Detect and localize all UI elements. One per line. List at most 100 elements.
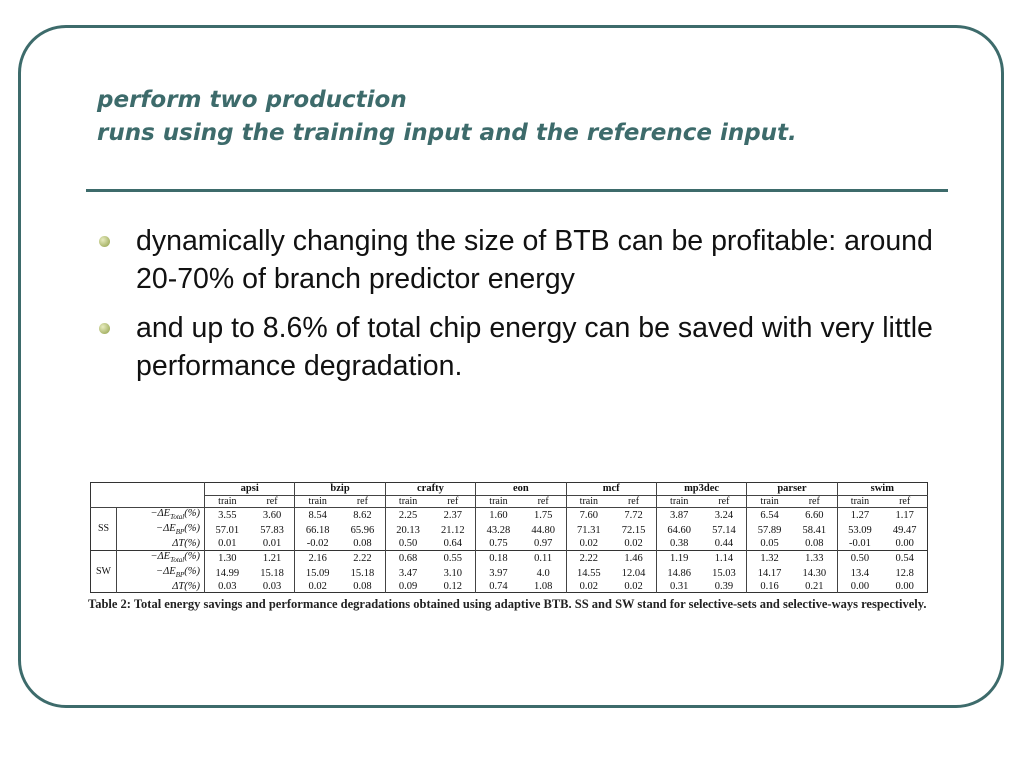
metric-label: ΔT(%) bbox=[116, 580, 205, 593]
subcolumn-header: ref bbox=[611, 495, 657, 508]
bullet-list: dynamically changing the size of BTB can… bbox=[96, 222, 966, 396]
corner-cell bbox=[91, 483, 117, 496]
table-cell: 1.75 bbox=[520, 507, 566, 524]
table-cell: 12.04 bbox=[621, 567, 646, 579]
table-cell: 0.01 bbox=[203, 538, 250, 551]
table-cell: 3.87 bbox=[655, 507, 702, 524]
table-cell: 14.99 bbox=[203, 565, 250, 581]
table-cell: 0.00 bbox=[836, 580, 883, 593]
title-line-2: runs using the training input and the re… bbox=[97, 120, 797, 146]
table-cell: 1.30 bbox=[203, 549, 250, 566]
table-cell: 0.50 bbox=[384, 538, 431, 551]
table-cell: 2.16 bbox=[294, 549, 341, 566]
table-cell: 43.28 bbox=[475, 523, 521, 539]
subcolumn-header: train bbox=[836, 495, 883, 508]
table-cell: 0.09 bbox=[384, 580, 431, 593]
metric-label: −ΔETotal(%) bbox=[116, 549, 205, 566]
table-cell: 0.08 bbox=[805, 538, 824, 550]
benchmark-header: mcf bbox=[565, 482, 657, 496]
table-cell: 1.21 bbox=[249, 549, 295, 566]
table-cell: 0.75 bbox=[475, 538, 521, 551]
table-cell: 0.08 bbox=[353, 581, 372, 593]
subcolumn-header: train bbox=[475, 495, 521, 508]
subcolumn-header: train bbox=[565, 495, 612, 508]
table-cell: 7.72 bbox=[611, 507, 657, 524]
table-cell: 1.27 bbox=[836, 507, 883, 524]
title-divider bbox=[86, 189, 948, 192]
table-cell: 1.14 bbox=[701, 549, 747, 566]
bullet-item: and up to 8.6% of total chip energy can … bbox=[96, 309, 966, 385]
group-label: SW bbox=[90, 549, 117, 593]
table-cell: 7.60 bbox=[565, 507, 612, 524]
table-cell: 0.38 bbox=[655, 538, 702, 551]
table-cell: -0.02 bbox=[294, 538, 341, 551]
table-row: −ΔEBP(%) 14.99 15.18 15.09 15.18 3.47 3.10 3.97… bbox=[91, 565, 928, 581]
metric-label: −ΔETotal(%) bbox=[116, 507, 205, 524]
subcolumn-header: ref bbox=[701, 495, 747, 508]
table-cell: 15.09 bbox=[294, 565, 341, 581]
table-cell: 0.08 bbox=[353, 538, 372, 550]
table-cell: 4.0 bbox=[536, 567, 550, 579]
subcolumn-header: train bbox=[384, 495, 431, 508]
table-cell: 14.17 bbox=[746, 565, 792, 581]
table-cell: 2.22 bbox=[340, 549, 386, 566]
table-cell: 14.86 bbox=[655, 565, 702, 581]
metric-label: −ΔEBP(%) bbox=[116, 523, 205, 539]
benchmark-header: bzip bbox=[294, 482, 386, 496]
table-cell: 0.39 bbox=[714, 581, 734, 593]
subcolumn-header: train bbox=[746, 495, 792, 508]
table-cell: 0.31 bbox=[655, 580, 702, 593]
table-cell: 0.00 bbox=[895, 581, 914, 593]
subcolumn-header: ref bbox=[340, 495, 386, 508]
table-cell: 0.01 bbox=[262, 538, 282, 550]
table-cell: 66.18 bbox=[294, 523, 341, 539]
table-cell: 3.10 bbox=[443, 567, 462, 579]
table-cell: 1.32 bbox=[746, 549, 792, 566]
slide-frame bbox=[18, 25, 1004, 708]
bullet-item: dynamically changing the size of BTB can… bbox=[96, 222, 966, 298]
group-label: SS bbox=[90, 507, 117, 551]
bullet-dot-icon bbox=[99, 236, 110, 247]
table-cell: 0.97 bbox=[533, 538, 553, 550]
table-cell: 1.46 bbox=[611, 549, 657, 566]
table-cell: 15.18 bbox=[350, 567, 375, 579]
benchmark-header: crafty bbox=[384, 482, 476, 496]
table-cell: 2.22 bbox=[565, 549, 612, 566]
table-cell: 0.02 bbox=[624, 538, 643, 550]
table-cell: 53.09 bbox=[836, 523, 883, 539]
table-cell: 0.11 bbox=[520, 549, 566, 566]
table-cell: 3.55 bbox=[203, 507, 250, 524]
subcolumn-header: ref bbox=[430, 495, 476, 508]
table-cell: 71.31 bbox=[565, 523, 612, 539]
table-cell: 0.68 bbox=[384, 549, 431, 566]
table-row: −ΔEBP(%) 57.01 57.83 66.18 65.96 20.13 21.12 43… bbox=[91, 523, 928, 539]
benchmark-header: apsi bbox=[203, 482, 295, 496]
table-cell: 0.50 bbox=[836, 549, 883, 566]
table-cell: 6.54 bbox=[746, 507, 792, 524]
slide-title: perform two production runs using the tr… bbox=[97, 84, 957, 150]
table-cell: 0.02 bbox=[294, 580, 341, 593]
table-cell: 0.12 bbox=[443, 581, 462, 593]
subcolumn-header: train bbox=[203, 495, 250, 508]
table-row: SW −ΔETotal(%) 1.30 1.21 2.16 2.22 0.68 0.55 0.1… bbox=[90, 549, 928, 593]
metric-label: ΔT(%) bbox=[116, 538, 205, 551]
table-cell: 0.18 bbox=[475, 549, 521, 566]
table-cell: 1.08 bbox=[533, 581, 553, 593]
benchmark-header: eon bbox=[475, 482, 566, 496]
table-cell: 0.03 bbox=[203, 580, 250, 593]
subcolumn-header: ref bbox=[520, 495, 566, 508]
subcolumn-header: train bbox=[655, 495, 702, 508]
table-cell: 20.13 bbox=[384, 523, 431, 539]
benchmark-header: swim bbox=[836, 482, 928, 496]
table-cell: 14.55 bbox=[565, 565, 612, 581]
table-cell: 0.05 bbox=[746, 538, 792, 551]
benchmark-header: parser bbox=[746, 482, 838, 496]
table-cell: 0.16 bbox=[746, 580, 792, 593]
table-cell: 0.74 bbox=[475, 580, 521, 593]
subcolumn-header: ref bbox=[882, 495, 928, 508]
table-cell: 57.89 bbox=[746, 523, 792, 539]
table-cell: 3.47 bbox=[384, 565, 431, 581]
bullet-text: dynamically changing the size of BTB can… bbox=[136, 225, 933, 295]
corner-cell bbox=[90, 495, 117, 508]
table-cell: 13.4 bbox=[836, 565, 883, 581]
